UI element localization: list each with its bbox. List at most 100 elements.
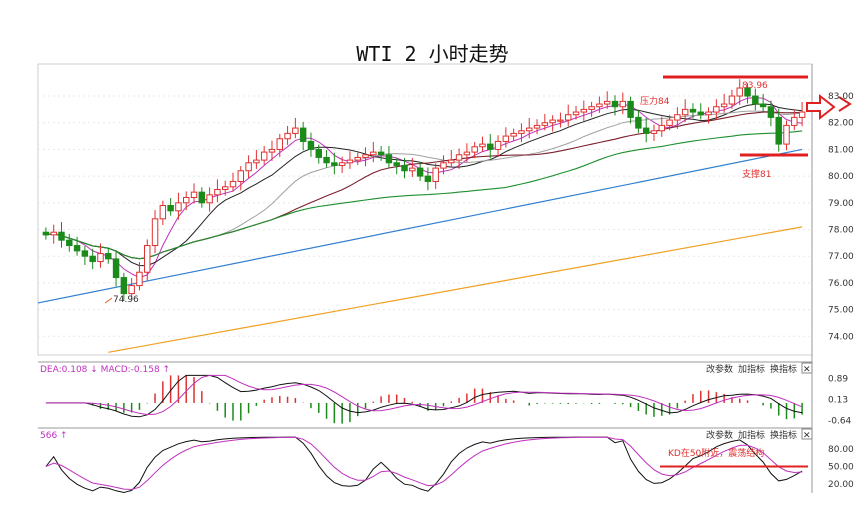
price-tick-label: 83.00 <box>828 92 854 102</box>
candle-body <box>736 87 743 97</box>
price-tick-label: 79.00 <box>828 199 854 209</box>
candle-body <box>720 103 728 108</box>
switch-indicator-link[interactable]: 换指标 <box>770 363 797 375</box>
candle-body <box>89 255 96 263</box>
candle-body <box>42 231 50 236</box>
candle-body <box>487 143 494 150</box>
macd-tick-label: 0.13 <box>828 395 848 405</box>
candle-body <box>50 231 57 236</box>
candle-body <box>159 204 167 220</box>
macd-tick-label: 0.89 <box>828 374 848 384</box>
candle-body <box>97 253 104 263</box>
candle-body <box>260 151 268 161</box>
close-icon-box <box>801 428 813 440</box>
candle-body <box>494 140 502 150</box>
candle-body <box>245 162 252 172</box>
candle-body <box>635 116 642 129</box>
candle-body <box>603 100 611 105</box>
support-label: 支撑81 <box>742 168 771 180</box>
candle-body <box>393 162 400 166</box>
candle-body <box>198 191 206 204</box>
change-params-link[interactable]: 改参数 <box>706 429 733 441</box>
price-tick-label: 76.00 <box>828 279 854 289</box>
ma-10-line <box>45 103 803 267</box>
k-line <box>45 436 803 494</box>
ma-30-line <box>45 111 803 260</box>
d-line <box>45 436 803 491</box>
ma-5-line <box>45 97 803 279</box>
candle-body <box>744 87 751 97</box>
candle-body <box>642 127 650 134</box>
candle-body <box>167 204 174 212</box>
kd-tick-label: 20.00 <box>828 480 854 490</box>
ma-60-line <box>45 130 803 260</box>
candle-body <box>385 154 393 164</box>
price-tick-label: 81.00 <box>828 145 854 155</box>
candle-body <box>190 191 198 198</box>
candle-body <box>580 108 588 113</box>
ma-20-line <box>45 110 803 260</box>
candle-body <box>292 127 299 134</box>
candle-body <box>697 111 704 116</box>
candle-body <box>237 170 245 182</box>
close-icon[interactable]: ✕ <box>803 431 811 441</box>
candle-body <box>541 122 549 126</box>
macd-tick-label: -0.64 <box>828 417 852 427</box>
candle-body <box>440 162 447 169</box>
candle-body <box>619 100 627 108</box>
close-icon-box <box>801 362 813 374</box>
candle-body <box>432 167 439 182</box>
candle-body <box>276 138 284 150</box>
candle-body <box>588 106 595 110</box>
change-params-link[interactable]: 改参数 <box>706 363 733 375</box>
kd-tick-label: 50.00 <box>828 463 854 473</box>
candle-body <box>767 106 775 118</box>
low-price-label: 74.96 <box>113 295 139 305</box>
candle-body <box>144 245 151 273</box>
candle-body <box>229 180 237 188</box>
candle-body <box>705 111 712 116</box>
price-tick-label: 82.00 <box>828 119 854 129</box>
candle-body <box>783 124 790 145</box>
candle-body <box>58 231 65 241</box>
candle-body <box>416 167 424 177</box>
candle-body <box>323 156 330 164</box>
kd-tick-label: 80.00 <box>828 445 854 455</box>
ma-250-line <box>108 226 803 353</box>
candle-body <box>338 162 346 166</box>
macd-panel: 0.89 0.13 -0.64 DEA:0.108 ↓ MACD:-0.158 ↑ 改参… <box>38 361 852 427</box>
candle-body <box>307 140 315 150</box>
support-resistance-levels <box>663 75 852 157</box>
candle-body <box>689 108 697 113</box>
dea-line <box>45 374 803 416</box>
add-indicator-link[interactable]: 加指标 <box>738 363 765 375</box>
candle-body <box>151 218 159 247</box>
candle-body <box>214 188 221 196</box>
kd-panel: 80.00 50.00 20.00 566 ↑ KD在50附近，震荡结构 改参数 加指标 换指… <box>38 427 854 494</box>
candle-body <box>658 124 666 132</box>
ma-120-line <box>37 148 803 304</box>
price-tick-label: 80.00 <box>828 172 854 182</box>
low-price-pointer <box>104 297 113 304</box>
price-tick-label: 74.00 <box>828 332 854 342</box>
candle-body <box>713 106 720 113</box>
candle-body <box>557 119 564 122</box>
candle-body <box>728 95 736 105</box>
add-indicator-link[interactable]: 加指标 <box>738 429 765 441</box>
candle-body <box>627 100 634 118</box>
candle-body <box>81 250 89 257</box>
candle-body <box>502 135 510 142</box>
candle-body <box>564 114 572 121</box>
dif-line <box>45 374 803 418</box>
candle-body <box>596 103 603 108</box>
candle-body <box>510 132 517 137</box>
candle-body <box>136 271 143 287</box>
candles <box>42 79 806 302</box>
price-axis: 74.00 75.00 76.00 77.00 78.00 79.00 80.00 81.00… <box>828 92 854 342</box>
switch-indicator-link[interactable]: 换指标 <box>770 429 797 441</box>
candle-body <box>370 151 377 156</box>
close-icon[interactable]: ✕ <box>803 365 811 375</box>
candle-body <box>221 186 229 190</box>
candle-body <box>463 151 471 156</box>
resistance-label: 压力84 <box>640 95 670 107</box>
